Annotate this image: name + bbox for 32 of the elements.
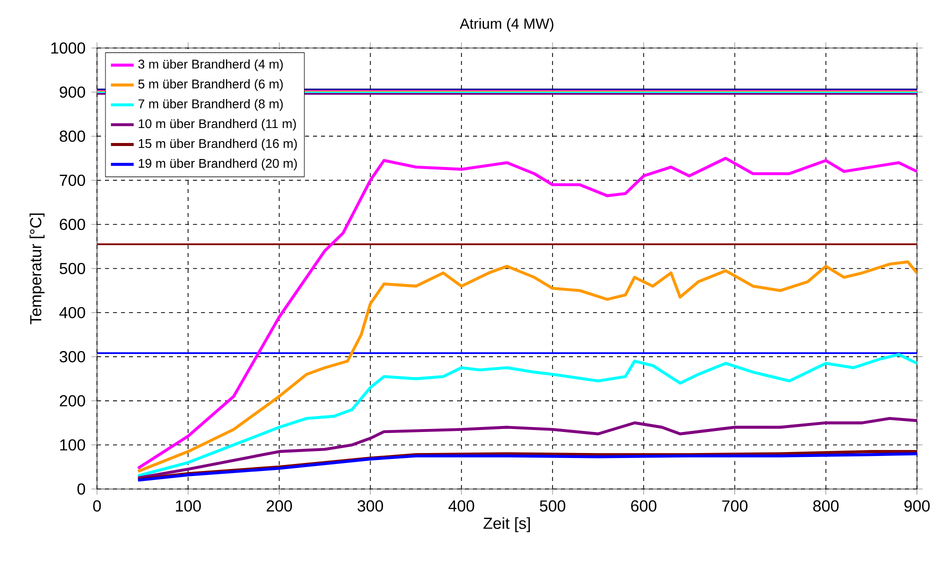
x-tick-label: 200	[266, 500, 292, 512]
x-tick-label: 500	[540, 500, 566, 512]
line-series	[136, 353, 917, 478]
y-tick-label: 400	[59, 306, 86, 318]
x-tick-label: 600	[631, 500, 656, 512]
line-series	[136, 260, 917, 473]
y-tick-label: 900	[60, 86, 86, 98]
x-tick-label: 400	[448, 500, 474, 512]
x-tick-label: 300	[358, 500, 384, 512]
legend-label: 19 m über Brandherd (20 m)	[138, 158, 297, 170]
legend-label: 5 m über Brandherd (6 m)	[138, 79, 283, 91]
legend-label: 7 m über Brandherd (8 m)	[138, 99, 283, 111]
y-tick-label: 500	[60, 262, 86, 274]
x-tick-label: 900	[904, 500, 930, 512]
x-tick-label: 0	[93, 500, 101, 512]
x-tick-label: 100	[176, 500, 201, 512]
x-axis-title: Zeit [s]	[483, 517, 530, 532]
y-tick-label: 600	[60, 218, 86, 230]
y-tick-label: 200	[60, 395, 86, 406]
x-tick-label: 800	[813, 500, 839, 512]
y-tick-label: 1000	[51, 42, 86, 54]
y-tick-label: 0	[77, 483, 86, 495]
legend-label: 3 m über Brandherd (4 m)	[138, 59, 283, 72]
legend-label: 15 m über Brandherd (16 m)	[138, 138, 297, 151]
y-tick-label: 700	[60, 174, 86, 186]
y-tick-label: 300	[60, 351, 86, 362]
y-axis-title: Temperatur [°C]	[30, 214, 45, 324]
y-tick-label: 800	[60, 130, 86, 142]
x-tick-label: 700	[722, 500, 748, 512]
chart-title: Atrium (4 MW)	[460, 18, 554, 32]
y-tick-label: 100	[60, 439, 86, 451]
legend-label: 10 m über Brandherd (11 m)	[138, 118, 296, 131]
